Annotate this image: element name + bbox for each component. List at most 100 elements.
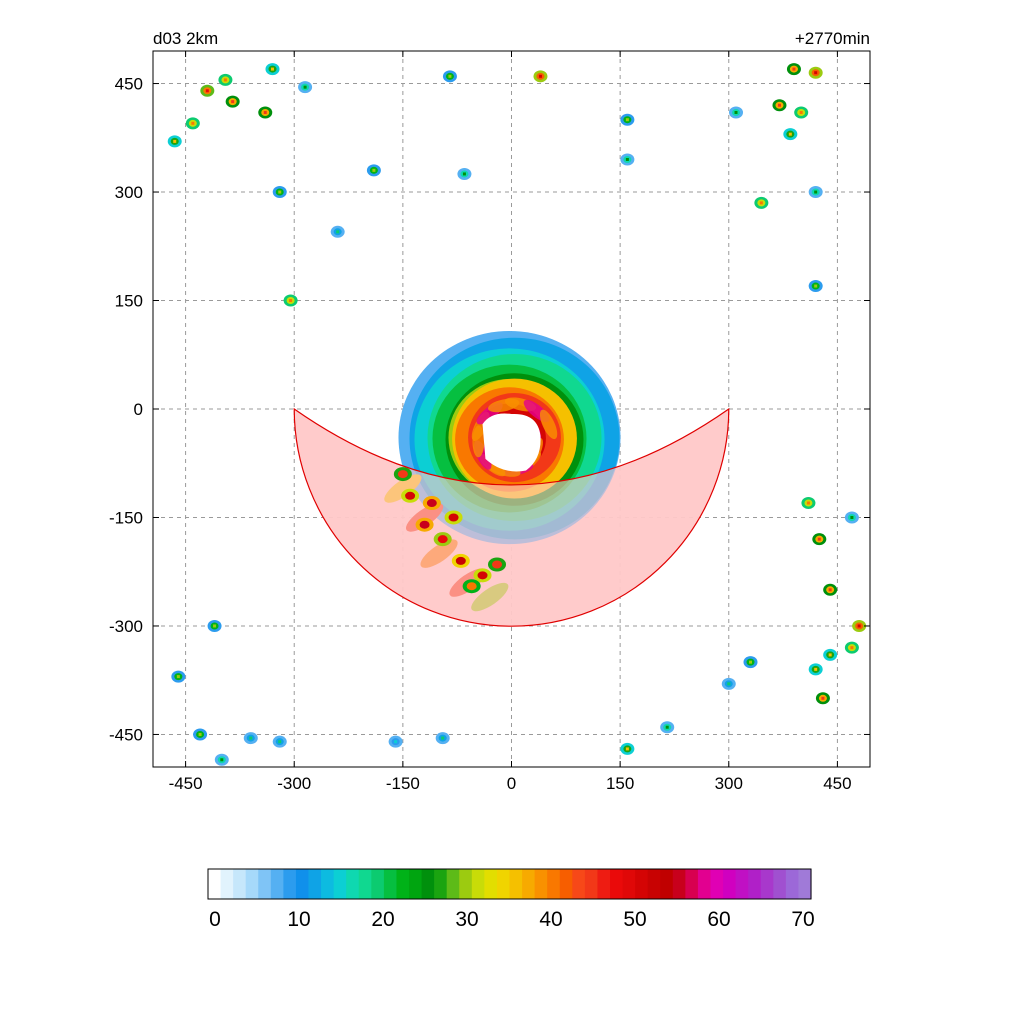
colorbar-swatch bbox=[258, 869, 272, 899]
convective-cell-core bbox=[289, 299, 293, 303]
colorbar-swatch bbox=[346, 869, 360, 899]
colorbar-swatch bbox=[660, 869, 674, 899]
convective-cell-core bbox=[817, 537, 821, 541]
colorbar-swatch bbox=[421, 869, 435, 899]
y-tick-label: 300 bbox=[115, 183, 143, 202]
y-tick-label: -450 bbox=[109, 725, 143, 744]
sector-cell bbox=[477, 571, 488, 580]
colorbar-swatch bbox=[233, 869, 247, 899]
convective-cell-core bbox=[263, 110, 267, 114]
x-tick-label: 300 bbox=[715, 774, 743, 793]
convective-cell-core bbox=[625, 747, 629, 751]
convective-cell-core bbox=[828, 588, 832, 592]
colorbar-swatch bbox=[371, 869, 385, 899]
colorbar-swatch bbox=[760, 869, 774, 899]
colorbar-swatch bbox=[584, 869, 599, 899]
sector-cell bbox=[455, 556, 466, 565]
colorbar-tick-label: 60 bbox=[707, 908, 730, 931]
y-tick-label: 0 bbox=[134, 400, 143, 419]
colorbar-swatch bbox=[509, 869, 523, 899]
colorbar-swatch bbox=[735, 869, 749, 899]
y-axis-ticks: 450 300 150 0 -150 -300 -450 bbox=[109, 75, 870, 744]
rainband-sector bbox=[471, 582, 509, 612]
convective-cell-core bbox=[806, 501, 810, 505]
colorbar-swatch bbox=[396, 869, 410, 899]
colorbar-tick-label: 70 bbox=[791, 908, 814, 931]
convective-cell-core bbox=[734, 110, 738, 114]
colorbar-swatch bbox=[484, 869, 498, 899]
convective-cell-core bbox=[821, 696, 825, 700]
colorbar-swatch bbox=[321, 869, 335, 899]
colorbar-swatch bbox=[270, 869, 284, 899]
colorbar-swatch bbox=[295, 869, 310, 899]
x-tick-label: -300 bbox=[277, 774, 311, 793]
colorbar-swatch bbox=[434, 869, 448, 899]
convective-cell-core bbox=[799, 110, 803, 114]
colorbar-swatch bbox=[459, 869, 473, 899]
x-tick-label: 150 bbox=[606, 774, 634, 793]
y-tick-label: -300 bbox=[109, 617, 143, 636]
colorbar-swatch bbox=[358, 869, 372, 899]
colorbar-swatch bbox=[672, 869, 686, 899]
convective-cell-core bbox=[727, 682, 731, 686]
convective-cell-core bbox=[394, 740, 398, 744]
colorbar-swatch bbox=[522, 869, 536, 899]
colorbar-swatch bbox=[635, 869, 649, 899]
convective-cell-core bbox=[223, 78, 227, 82]
sector-edge bbox=[293, 407, 730, 627]
convective-cell-core bbox=[336, 230, 340, 234]
convective-cell-core bbox=[792, 67, 796, 71]
colorbar-swatch bbox=[610, 869, 624, 899]
sector-cell bbox=[437, 535, 448, 544]
x-tick-label: 450 bbox=[823, 774, 851, 793]
convective-cell-core bbox=[198, 732, 202, 736]
domain-label: d03 2km bbox=[153, 29, 218, 48]
convective-cell-core bbox=[205, 89, 209, 93]
convective-cell-core bbox=[814, 71, 818, 75]
colorbar-swatch bbox=[446, 869, 460, 899]
convective-cell-core bbox=[538, 74, 542, 78]
convective-cell-core bbox=[665, 725, 669, 729]
colorbar-swatch bbox=[773, 869, 787, 899]
sector-cell bbox=[405, 491, 416, 500]
convective-cell-core bbox=[749, 660, 752, 664]
convective-cell-core bbox=[448, 74, 452, 78]
colorbar-tick-label: 50 bbox=[623, 908, 646, 931]
colorbar-swatch bbox=[308, 869, 322, 899]
x-tick-label: -450 bbox=[169, 774, 203, 793]
rainband-sector bbox=[384, 474, 422, 503]
convective-cell-core bbox=[372, 168, 376, 172]
y-tick-label: -150 bbox=[109, 508, 143, 527]
colorbar-tick-label: 30 bbox=[455, 908, 478, 931]
colorbar-swatch bbox=[622, 869, 636, 899]
colorbar-swatch bbox=[283, 869, 297, 899]
colorbar-swatch bbox=[471, 869, 485, 899]
colorbar-swatch bbox=[785, 869, 800, 899]
rainband-sector bbox=[405, 503, 444, 532]
colorbar-swatch bbox=[220, 869, 234, 899]
convective-cell-core bbox=[191, 121, 195, 125]
convective-cell-core bbox=[249, 736, 253, 740]
convective-cell-core bbox=[271, 67, 274, 71]
convective-cell-core bbox=[857, 624, 861, 628]
sector-cell bbox=[448, 513, 459, 522]
convective-cell-core bbox=[625, 118, 629, 122]
sector-cell bbox=[397, 470, 408, 479]
rainband-sector bbox=[420, 539, 458, 568]
convective-cell-core bbox=[213, 624, 217, 628]
x-axis-ticks: -450 -300 -150 0 150 300 450 bbox=[169, 51, 852, 793]
colorbar-swatch bbox=[383, 869, 398, 899]
colorbar-swatch bbox=[208, 869, 222, 899]
convective-cell-core bbox=[231, 100, 235, 104]
colorbar-swatch bbox=[647, 869, 661, 899]
convective-cell-core bbox=[173, 139, 177, 143]
colorbar-tick-label: 20 bbox=[371, 908, 394, 931]
colorbar-swatch bbox=[685, 869, 699, 899]
storm-eye-main bbox=[482, 413, 541, 472]
convective-cell-core bbox=[278, 740, 282, 744]
convective-cell-core bbox=[788, 132, 792, 136]
sector-cell bbox=[426, 499, 437, 508]
convective-cell-core bbox=[625, 157, 629, 161]
colorbar-tick-labels: 0 10 20 30 40 50 60 70 bbox=[209, 908, 815, 931]
